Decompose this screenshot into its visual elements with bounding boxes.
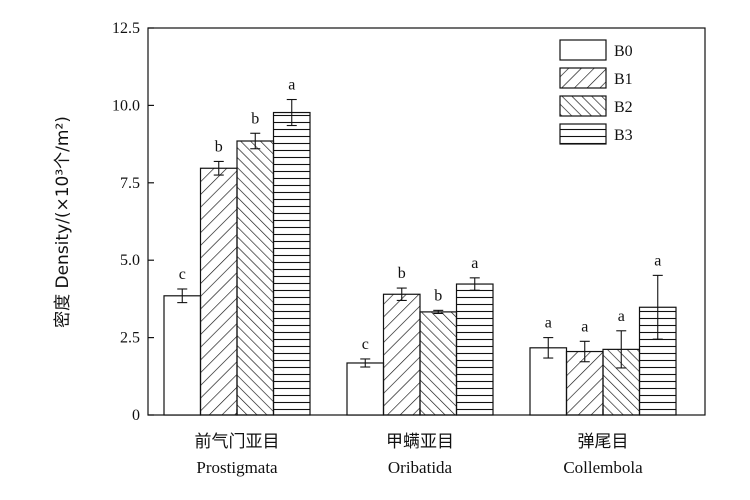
x-axis: 前气门亚目 Prostigmata 甲螨亚目 Oribatida 弹尾目 Collembo… [195,409,643,477]
error-bar [433,309,444,315]
bar-group [163,111,677,416]
significance-label-group: c b b a c b b a a a a a [179,77,662,353]
y-tick-label: 5.0 [120,252,140,269]
legend-label: B1 [614,71,633,88]
significance-label: a [618,308,625,325]
error-bar [177,288,188,304]
bar-b2 [236,140,275,416]
category-label-cn: 弹尾目 [578,432,629,452]
significance-label: c [362,336,369,353]
category-label-en: Collembola [563,458,643,477]
significance-label: a [471,255,478,272]
legend-item-b1: B1 [559,67,633,89]
error-bar [286,98,297,127]
y-tick-label: 0 [132,407,140,424]
significance-label: a [581,318,588,335]
bar-b0 [163,295,202,416]
error-bar [543,337,554,359]
y-tick-label: 7.5 [120,175,140,192]
y-axis: 0 2.5 5.0 7.5 10.0 12.5 [112,20,154,424]
legend-swatch [559,123,607,145]
legend: B0 B1 B2 B3 [559,39,633,145]
legend-label: B3 [614,127,633,144]
significance-label: a [545,315,552,332]
error-bar [396,287,407,301]
category-label-en: Prostigmata [196,458,278,477]
error-bar [250,132,261,150]
error-bar [360,358,371,368]
bar-b2 [602,348,641,416]
error-bar [213,160,224,176]
bar-b0 [529,347,568,416]
error-bar [579,340,590,363]
error-bar-group [177,98,663,369]
significance-label: c [179,266,186,283]
legend-item-b3: B3 [559,123,633,145]
y-axis-label: 密度 Density/(×10³个/m²) [53,116,73,328]
bar-b3 [272,111,311,416]
legend-swatch [559,39,607,61]
error-bar [469,277,480,291]
significance-label: b [215,138,223,155]
legend-item-b0: B0 [559,39,633,61]
legend-swatch [559,67,607,89]
error-bar [616,330,627,369]
bar-b1 [382,293,421,416]
legend-label: B0 [614,43,633,60]
bar-b1 [199,167,238,416]
significance-label: a [654,252,661,269]
y-tick-label: 12.5 [112,20,140,37]
error-bar [652,274,663,340]
category-label-cn: 前气门亚目 [195,432,280,452]
legend-label: B2 [614,99,633,116]
significance-label: b [398,265,406,282]
y-tick-label: 10.0 [112,97,140,114]
significance-label: b [251,110,259,127]
bar-b0 [346,362,385,416]
y-tick-label: 2.5 [120,330,140,347]
legend-item-b2: B2 [559,95,633,117]
significance-label: a [288,77,295,94]
legend-swatch [559,95,607,117]
bar-b2 [419,311,458,416]
category-label-cn: 甲螨亚目 [386,432,454,452]
significance-label: b [434,287,442,304]
category-label-en: Oribatida [388,458,453,477]
bar-b3 [455,283,494,416]
